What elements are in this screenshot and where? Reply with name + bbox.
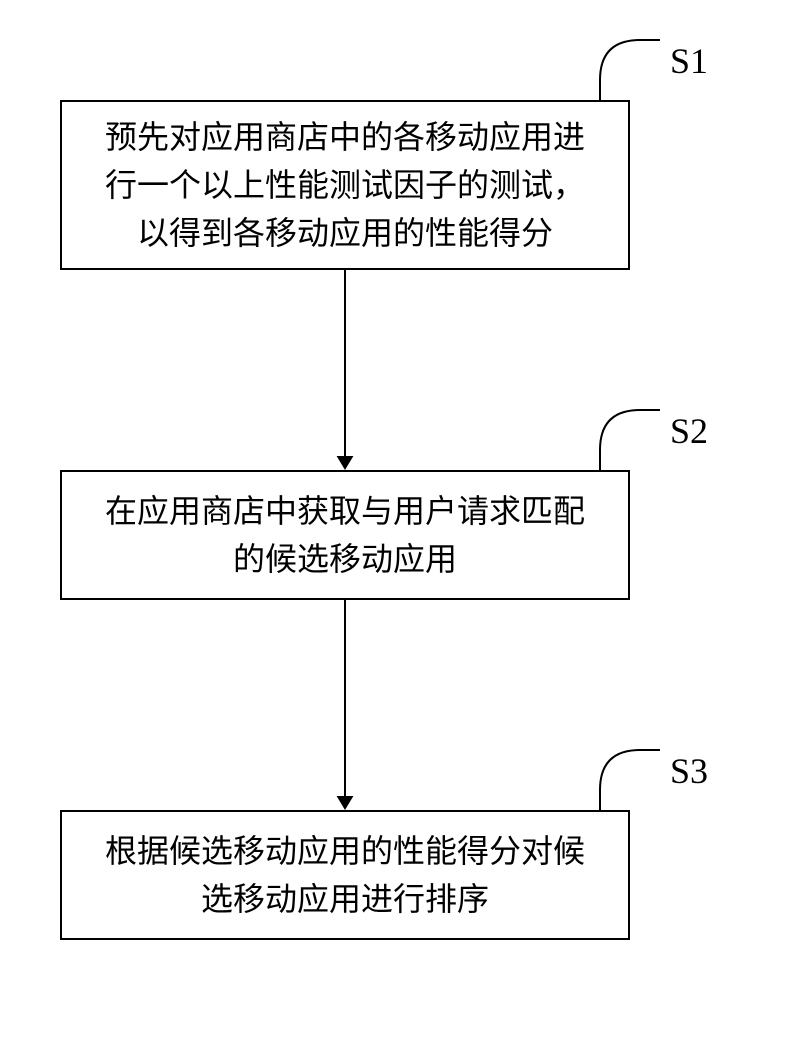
node-label-s2: S2 [670,410,708,452]
connector-s2 [590,400,670,480]
arrow-s1-s2 [325,270,365,470]
arrow-s2-s3 [325,600,365,810]
node-text: 在应用商店中获取与用户请求匹配 的候选移动应用 [105,487,585,583]
node-label-s3: S3 [670,750,708,792]
connector-s3 [590,740,670,820]
node-text: 根据候选移动应用的性能得分对候 选移动应用进行排序 [105,827,585,923]
flowchart-node-s3: 根据候选移动应用的性能得分对候 选移动应用进行排序 [60,810,630,940]
node-label-s1: S1 [670,40,708,82]
flowchart-node-s1: 预先对应用商店中的各移动应用进 行一个以上性能测试因子的测试， 以得到各移动应用… [60,100,630,270]
node-box: 在应用商店中获取与用户请求匹配 的候选移动应用 [60,470,630,600]
node-box: 预先对应用商店中的各移动应用进 行一个以上性能测试因子的测试， 以得到各移动应用… [60,100,630,270]
flowchart-node-s2: 在应用商店中获取与用户请求匹配 的候选移动应用 [60,470,630,600]
node-box: 根据候选移动应用的性能得分对候 选移动应用进行排序 [60,810,630,940]
connector-s1 [590,30,670,110]
node-text: 预先对应用商店中的各移动应用进 行一个以上性能测试因子的测试， 以得到各移动应用… [105,113,585,257]
